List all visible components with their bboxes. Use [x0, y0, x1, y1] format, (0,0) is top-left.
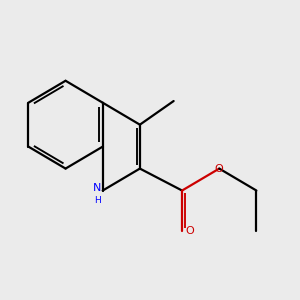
Text: H: H: [94, 196, 101, 205]
Text: O: O: [215, 164, 224, 174]
Text: O: O: [185, 226, 194, 236]
Text: N: N: [93, 183, 101, 193]
